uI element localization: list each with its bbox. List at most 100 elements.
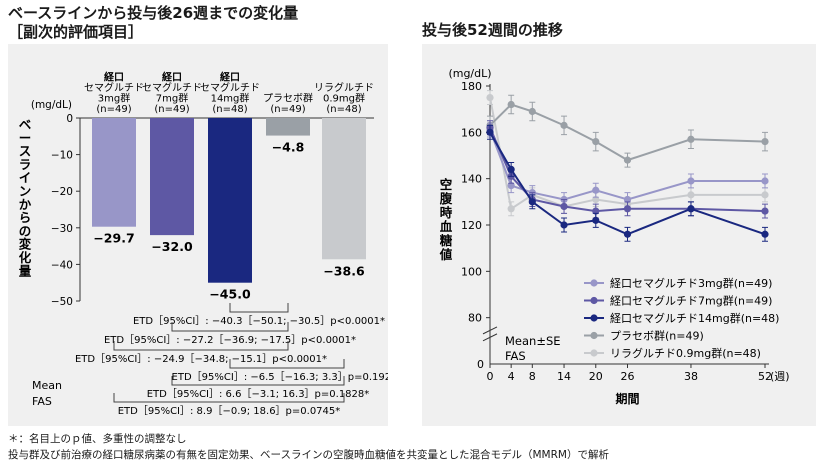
y-axis-title-char: 空 — [440, 177, 453, 192]
comparison-bracket — [229, 303, 289, 313]
bar-value-label: −32.0 — [151, 239, 193, 254]
comparison-bracket — [171, 322, 289, 332]
data-point — [687, 135, 695, 143]
data-point — [560, 121, 568, 129]
bar-chart-panel: 0 −10 −20 −30 −40 −50 (mg/dL) ベースラインからの変化量 経口 セマグ… — [8, 44, 388, 426]
data-point — [560, 221, 568, 229]
legend-label: 経口セマグルチド14mg群(n=48) — [610, 311, 779, 325]
legend-marker — [590, 331, 598, 340]
y-axis-title-char: 変 — [19, 237, 32, 252]
comparison-bracket — [171, 376, 345, 386]
y-tick-label: 0 — [66, 113, 73, 125]
category-label: (n=49) — [270, 104, 305, 115]
comparison-bracket — [113, 341, 289, 351]
comparison-text: ETD［95%CI］: −27.2［−36.9; −17.5］p<0.0001* — [104, 334, 356, 346]
legend-marker — [590, 349, 598, 357]
category-label: 経口 — [220, 71, 240, 84]
category-label: 経口 — [162, 71, 182, 84]
comparison-text: ETD［95%CI］: 8.9［−0.9; 18.6］p=0.0745* — [118, 405, 341, 417]
y-tick-label: 120 — [461, 219, 482, 232]
axis-break-mark — [482, 326, 498, 342]
y-axis-title-char: ら — [19, 210, 32, 225]
bar-value-label: −29.7 — [93, 231, 134, 246]
y-tick-label: 100 — [461, 265, 482, 278]
comparison-text: ETD［95%CI］: −6.5［−16.3; 3.3］p=0.1927* — [172, 371, 388, 383]
category-label: セマグルチド — [142, 81, 202, 94]
footnote-2: 投与群及び前治療の経口糖尿病薬の有無を固定効果、ベースラインの空腹時血糖値を共変… — [8, 449, 609, 461]
series-line — [489, 103, 766, 162]
x-tick-label: 8 — [529, 370, 536, 383]
category-label: 14mg群 — [211, 92, 250, 105]
x-tick-label: 52 — [758, 370, 772, 383]
y-axis-title: 空腹時血糖値 — [439, 177, 453, 262]
series-line — [489, 127, 766, 213]
x-axis-title: 期間 — [615, 391, 639, 406]
y-axis-title-char: の — [19, 223, 32, 238]
bar-value-label: −4.8 — [272, 140, 305, 155]
y-axis-title-char: 糖 — [440, 233, 453, 248]
category-label: 経口 — [104, 71, 124, 84]
y-axis-title: ベースラインからの変化量 — [19, 117, 32, 278]
y-tick-label: 160 — [461, 126, 482, 139]
bar-3 — [208, 118, 252, 283]
bar-2 — [150, 118, 194, 236]
y-axis-title-char: 化 — [19, 250, 32, 265]
comparison-bracket — [113, 393, 345, 403]
y-tick-label: −30 — [51, 223, 73, 235]
y-axis-title-char: 量 — [19, 263, 32, 278]
legend-marker — [590, 296, 598, 305]
data-point — [486, 128, 494, 136]
category-label: リラグルチド — [314, 81, 374, 94]
x-tick-label: 0 — [487, 370, 494, 383]
data-point — [528, 198, 536, 206]
series-line — [489, 97, 765, 211]
y-axis-title-char: 腹 — [440, 191, 453, 206]
bar-5 — [322, 118, 366, 260]
comparison-text: ETD［95%CI］: 6.6［−3.1; 16.3］p=0.1828* — [147, 388, 370, 400]
series-line — [489, 129, 765, 201]
data-point — [592, 207, 600, 215]
data-point — [507, 205, 515, 213]
category-label: (n=48) — [212, 104, 247, 115]
data-point — [761, 207, 769, 215]
data-point — [592, 216, 600, 224]
line-chart: 180 160 140 120 100 80 0 (mg/dL) 空腹時血糖値 0 4 8 14 20 26… — [439, 67, 790, 406]
y-axis-title-char: ー — [19, 130, 32, 145]
y-axis-title-char: 血 — [440, 219, 453, 234]
x-tick-label: 38 — [684, 370, 698, 383]
data-point — [761, 191, 769, 199]
category-label: (n=49) — [154, 104, 189, 115]
data-point — [623, 230, 632, 238]
data-point — [687, 177, 695, 185]
note-mean-se: Mean±SE — [505, 334, 561, 348]
bar-chart: 0 −10 −20 −30 −40 −50 (mg/dL) ベースラインからの変化量 経口セマグ… — [19, 71, 388, 418]
y-axis-title-char: ラ — [19, 157, 32, 172]
y-tick-label: 140 — [461, 173, 482, 186]
data-point — [687, 205, 695, 213]
data-point — [761, 138, 769, 146]
data-point — [687, 191, 695, 199]
data-point — [623, 156, 632, 164]
data-point — [507, 165, 515, 173]
x-tick-label: 26 — [621, 370, 635, 383]
category-label: セマグルチド — [84, 81, 144, 94]
category-label: (n=49) — [96, 104, 131, 115]
data-point — [592, 195, 600, 204]
bar-value-label: −45.0 — [209, 287, 251, 302]
legend-label: リラグルチド0.9mg群(n=48) — [610, 346, 761, 360]
note-fas: FAS — [505, 349, 526, 363]
data-point — [761, 177, 769, 185]
comparison-text: ETD［95%CI］: −40.3［−50.1; −30.5］p<0.0001* — [133, 315, 385, 327]
y-tick-label: 80 — [468, 312, 482, 325]
comparison-text: ETD［95%CI］: −24.9［−34.8; −15.1］p<0.0001* — [75, 353, 327, 365]
y-unit-label: (mg/dL) — [448, 67, 491, 80]
legend-label: プラセボ群(n=49) — [610, 329, 704, 343]
data-point — [560, 202, 568, 211]
category-label: 7mg群 — [156, 92, 188, 105]
y-unit-label: (mg/dL) — [31, 99, 72, 111]
series-line — [489, 131, 766, 236]
y-axis-title-char: 値 — [439, 247, 453, 262]
title-right: 投与後52週間の推移 — [422, 21, 563, 39]
y-axis-title-char: 時 — [440, 205, 453, 220]
y-tick-label: 0 — [477, 358, 484, 371]
